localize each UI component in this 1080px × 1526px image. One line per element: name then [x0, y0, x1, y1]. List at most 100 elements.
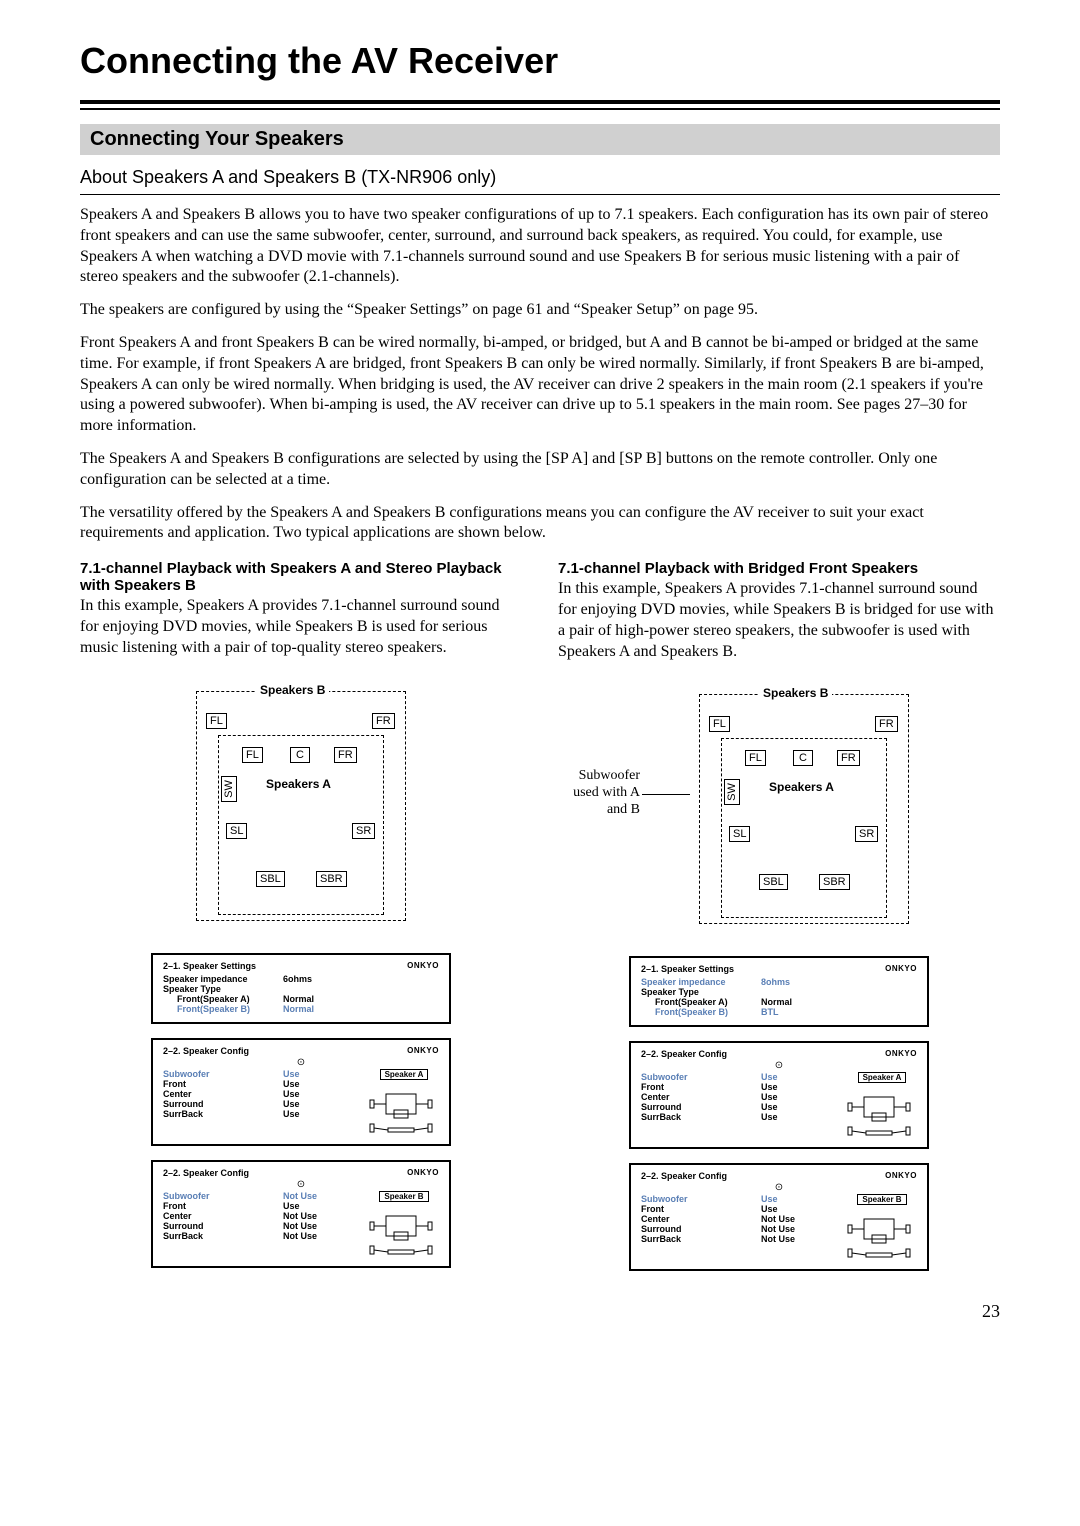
panel-row-value: 6ohms	[283, 974, 439, 984]
panel-row: FrontUse	[163, 1201, 363, 1211]
page-number: 23	[80, 1301, 1000, 1322]
panel-row-label: Surround	[641, 1102, 761, 1112]
panel-row-value: Not Use	[283, 1231, 363, 1241]
panel-header: 2–1. Speaker SettingsONKYO	[641, 964, 917, 974]
spk-sr-r: SR	[855, 826, 878, 842]
panel-row-label: Surround	[163, 1221, 283, 1231]
panel-row-value: Not Use	[761, 1234, 841, 1244]
panel-row: SubwooferUse	[641, 1072, 841, 1082]
spk-a-fr-r: FR	[837, 750, 860, 766]
panel-row-value: Use	[761, 1072, 841, 1082]
panel-row-label: Surround	[163, 1099, 283, 1109]
panel-row: Front(Speaker A)Normal	[641, 997, 917, 1007]
panel-row-value: Use	[283, 1069, 363, 1079]
panel-row-value: Use	[283, 1079, 363, 1089]
spk-sw-r: SW	[724, 779, 740, 805]
panel-row: SurrBackNot Use	[641, 1234, 841, 1244]
settings-panel: 2–1. Speaker SettingsONKYOSpeaker impeda…	[151, 953, 451, 1024]
speaker-tag: Speaker B	[857, 1194, 906, 1205]
panel-row: FrontUse	[163, 1079, 363, 1089]
panel-row: FrontUse	[641, 1082, 841, 1092]
panel-row-label: Center	[163, 1211, 283, 1221]
speakers-b-label: Speakers B	[256, 683, 329, 697]
panel-row-value: Not Use	[761, 1224, 841, 1234]
panel-row-value: Normal	[761, 997, 917, 1007]
paragraph-4: The Speakers A and Speakers B configurat…	[80, 449, 1000, 491]
panel-row-value: Not Use	[283, 1211, 363, 1221]
panel-row-label: Front(Speaker A)	[641, 997, 761, 1007]
panel-row-label: Surround	[641, 1224, 761, 1234]
spk-b-fl-r: FL	[709, 716, 730, 732]
panel-row: Front(Speaker B)BTL	[641, 1007, 917, 1017]
spk-sl: SL	[226, 823, 247, 839]
panel-row: SubwooferUse	[163, 1069, 363, 1079]
panel-row-value: 8ohms	[761, 977, 917, 987]
panel-row: Front(Speaker A)Normal	[163, 994, 439, 1004]
panel-row-label: Center	[641, 1214, 761, 1224]
panel-header: 2–2. Speaker ConfigONKYO	[641, 1049, 917, 1059]
panel-title: 2–2. Speaker Config	[641, 1171, 727, 1181]
right-example-heading: 7.1-channel Playback with Bridged Front …	[558, 560, 1000, 577]
panel-row: Speaker impedance8ohms	[641, 977, 917, 987]
panel-right: Speaker B	[841, 1194, 917, 1261]
left-column: 7.1-channel Playback with Speakers A and…	[80, 560, 522, 1285]
panel-row-label: Subwoofer	[641, 1072, 761, 1082]
panel-row-value: Use	[761, 1092, 841, 1102]
settings-panel: 2–2. Speaker ConfigONKYO⊙SubwooferNot Us…	[151, 1160, 451, 1268]
panel-row-label: SurrBack	[641, 1234, 761, 1244]
panel-row-value: Not Use	[283, 1191, 363, 1201]
panel-row-label: Subwoofer	[641, 1194, 761, 1204]
panel-row: Speaker Type	[641, 987, 917, 997]
panel-row: SurroundNot Use	[163, 1221, 363, 1231]
spk-b-fr: FR	[372, 713, 395, 729]
panel-row: SurroundUse	[641, 1102, 841, 1112]
speakers-b-label-r: Speakers B	[759, 686, 832, 700]
panel-row: CenterNot Use	[641, 1214, 841, 1224]
panel-row: CenterUse	[641, 1092, 841, 1102]
panel-row-label: Front(Speaker A)	[163, 994, 283, 1004]
panel-row-label: Subwoofer	[163, 1191, 283, 1201]
panel-right: Speaker A	[841, 1072, 917, 1139]
left-panels: 2–1. Speaker SettingsONKYOSpeaker impeda…	[80, 953, 522, 1268]
panel-row-label: SurrBack	[163, 1231, 283, 1241]
panel-row-value: Use	[283, 1201, 363, 1211]
panel-row: CenterNot Use	[163, 1211, 363, 1221]
panel-row: SurroundNot Use	[641, 1224, 841, 1234]
right-column: 7.1-channel Playback with Bridged Front …	[558, 560, 1000, 1285]
panel-row: FrontUse	[641, 1204, 841, 1214]
panel-row-label: Front	[163, 1201, 283, 1211]
panel-brand: ONKYO	[407, 1168, 439, 1178]
panel-title: 2–1. Speaker Settings	[163, 961, 256, 971]
panel-row-label: Front	[163, 1079, 283, 1089]
panel-header: 2–2. Speaker ConfigONKYO	[163, 1046, 439, 1056]
spk-b-fl: FL	[206, 713, 227, 729]
right-example-paragraph: In this example, Speakers A provides 7.1…	[558, 579, 1000, 662]
panel-row-label: Front(Speaker B)	[163, 1004, 283, 1014]
two-columns: 7.1-channel Playback with Speakers A and…	[80, 560, 1000, 1285]
spk-b-fr-r: FR	[875, 716, 898, 732]
panel-title: 2–2. Speaker Config	[163, 1046, 249, 1056]
spk-a-c-r: C	[793, 750, 813, 766]
subwoofer-note: Subwooferused with Aand B	[530, 768, 640, 818]
panel-right: Speaker B	[363, 1191, 439, 1258]
panel-row-value: Use	[761, 1112, 841, 1122]
speaker-tag: Speaker A	[858, 1072, 907, 1083]
panel-row-value: Not Use	[283, 1221, 363, 1231]
panel-row-value: BTL	[761, 1007, 917, 1017]
panel-header: 2–1. Speaker SettingsONKYO	[163, 961, 439, 971]
panel-row-value	[283, 984, 439, 994]
settings-panel: 2–1. Speaker SettingsONKYO Speaker impeda…	[629, 956, 929, 1027]
panel-row-label: Front	[641, 1082, 761, 1092]
panel-row: SubwooferUse	[641, 1194, 841, 1204]
spk-a-fl-r: FL	[745, 750, 766, 766]
panel-row-value: Use	[761, 1102, 841, 1112]
panel-row-value: Use	[761, 1194, 841, 1204]
speakers-a-label: Speakers A	[262, 777, 335, 791]
panel-right: Speaker A	[363, 1069, 439, 1136]
panel-header: 2–2. Speaker ConfigONKYO	[163, 1168, 439, 1178]
right-panels: 2–1. Speaker SettingsONKYO Speaker impeda…	[558, 956, 1000, 1271]
panel-row-label: Front(Speaker B)	[641, 1007, 761, 1017]
dot-indicator: ⊙	[163, 1059, 439, 1067]
panel-row-value: Use	[283, 1089, 363, 1099]
panel-row-label: Front	[641, 1204, 761, 1214]
